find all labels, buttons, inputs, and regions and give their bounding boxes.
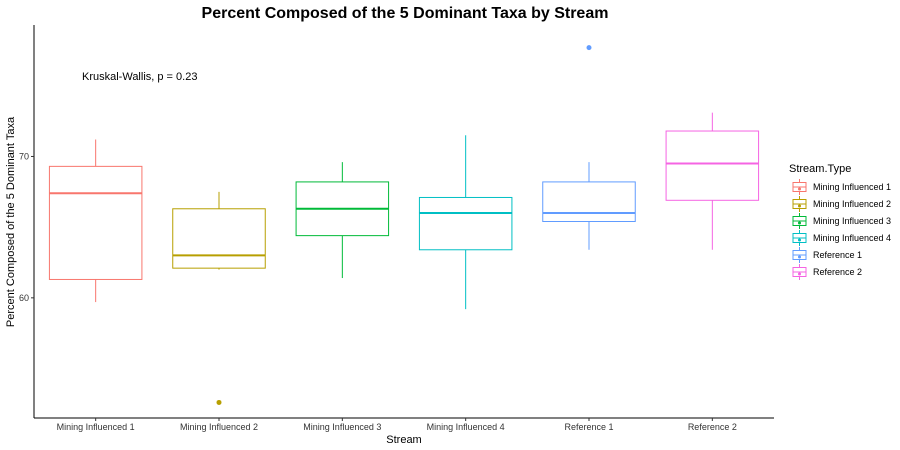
legend-key-point (798, 255, 801, 259)
legend-label: Mining Influenced 1 (813, 182, 891, 192)
chart-title: Percent Composed of the 5 Dominant Taxa … (202, 5, 609, 22)
box-group (418, 135, 513, 310)
legend-item: Reference 1 (792, 247, 862, 263)
box-group (665, 112, 760, 250)
outlier-point (586, 45, 592, 51)
legend-label: Reference 1 (813, 250, 862, 260)
box (418, 196, 513, 251)
legend-item: Reference 2 (792, 264, 862, 280)
x-axis-title: Stream (386, 434, 421, 446)
legend-label: Reference 2 (813, 267, 862, 277)
x-tick-label: Mining Influenced 3 (303, 422, 381, 432)
legend-item: Mining Influenced 4 (792, 230, 891, 246)
legend-label: Mining Influenced 3 (813, 216, 891, 226)
legend-key-point (798, 272, 801, 276)
box (172, 208, 266, 269)
kruskal-wallis-annotation: Kruskal-Wallis, p = 0.23 (82, 71, 197, 83)
box (542, 181, 636, 222)
legend-key-point (798, 204, 801, 208)
y-tick-label: 60 (19, 293, 29, 303)
outlier-point (216, 399, 222, 405)
y-axis-title: Percent Composed of the 5 Dominant Taxa (5, 116, 17, 327)
box (48, 165, 143, 280)
legend-key-point (798, 187, 801, 191)
legend-item: Mining Influenced 1 (792, 179, 891, 195)
x-tick-label: Reference 1 (564, 422, 613, 432)
box-group (172, 191, 266, 405)
legend-key-point (798, 221, 801, 225)
box-group (542, 45, 636, 250)
box (665, 130, 760, 201)
legend: Mining Influenced 1 Mining Influenced 2 Mi… (792, 179, 891, 280)
box-group (295, 162, 390, 279)
x-tick-label: Reference 2 (688, 422, 737, 432)
y-tick-label: 70 (19, 151, 29, 161)
legend-item: Mining Influenced 2 (792, 196, 891, 212)
box-group (48, 139, 143, 303)
plot-marks: 60 70 Mining Influenced 1 Mining Influenced… (19, 45, 760, 432)
legend-label: Mining Influenced 4 (813, 233, 891, 243)
legend-item: Mining Influenced 3 (792, 213, 891, 229)
x-tick-label: Mining Influenced 2 (180, 422, 258, 432)
x-tick-label: Mining Influenced 1 (57, 422, 135, 432)
legend-label: Mining Influenced 2 (813, 199, 891, 209)
legend-key-point (798, 238, 801, 242)
legend-title: Stream.Type (789, 163, 851, 175)
x-tick-label: Mining Influenced 4 (427, 422, 505, 432)
